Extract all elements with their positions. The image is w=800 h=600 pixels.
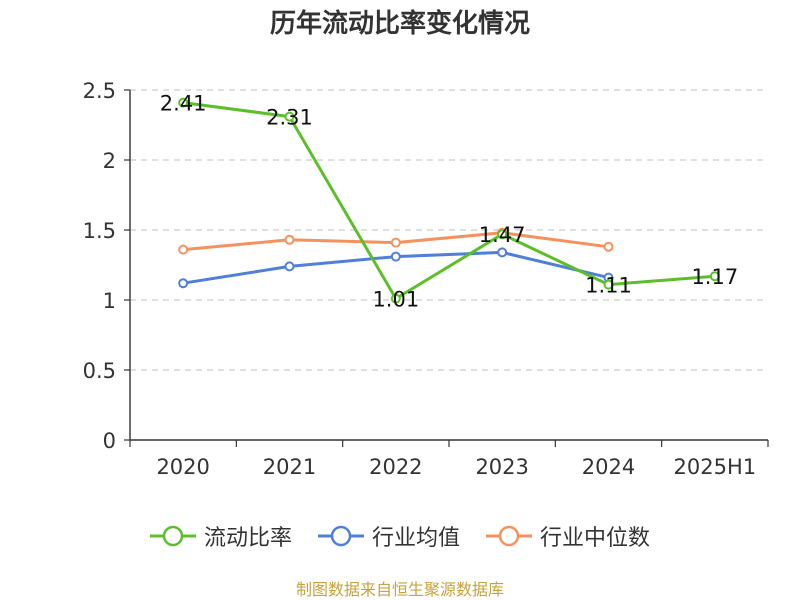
legend-label: 流动比率 [203,526,292,551]
x-tick-label: 2022 [369,455,422,479]
legend-item-industry-average[interactable]: 行业均值 [317,520,460,552]
data-point [178,244,189,255]
data-label: 2.31 [266,106,313,130]
data-point [178,278,189,289]
legend-item-industry-median[interactable]: 行业中位数 [486,520,650,552]
data-point [284,111,295,122]
legend-marker-orange [486,525,532,547]
data-point [497,229,508,240]
y-tick-label: 2.5 [83,79,116,103]
data-point [390,293,401,304]
data-point [603,279,614,290]
y-tick-label: 1.5 [83,219,116,243]
legend-marker-green [149,525,196,547]
legend: 流动比率 行业均值 行业中位数 [0,520,800,552]
data-label: 1.17 [691,265,738,289]
legend-label: 行业中位数 [540,526,651,551]
data-point [603,241,614,252]
x-tick-label: 2020 [156,455,209,479]
data-label: 2.41 [160,92,207,116]
x-tick-label: 2024 [582,455,635,479]
legend-item-current-ratio[interactable]: 流动比率 [149,520,292,552]
data-point [178,97,189,108]
series-line-0 [182,101,715,301]
data-label: 1.47 [479,223,526,247]
y-tick-label: 0.5 [83,359,116,383]
chart-title: 历年流动比率变化情况 [269,9,530,39]
data-point [709,271,720,282]
legend-label: 行业均值 [371,526,460,551]
x-tick-label: 2021 [263,455,316,479]
x-tick-label: 2025H1 [674,455,757,479]
data-point [497,247,508,258]
source-note: 制图数据来自恒生聚源数据库 [295,580,504,599]
y-tick-label: 1 [103,289,116,313]
data-point [390,237,401,248]
data-point [390,251,401,262]
y-tick-label: 2 [103,149,116,173]
x-tick-label: 2023 [475,455,528,479]
data-label: 1.01 [372,288,419,312]
data-label: 1.11 [585,274,632,298]
data-point [284,261,295,272]
y-tick-label: 0 [103,429,116,453]
data-point [284,234,295,245]
legend-marker-blue [317,525,364,547]
